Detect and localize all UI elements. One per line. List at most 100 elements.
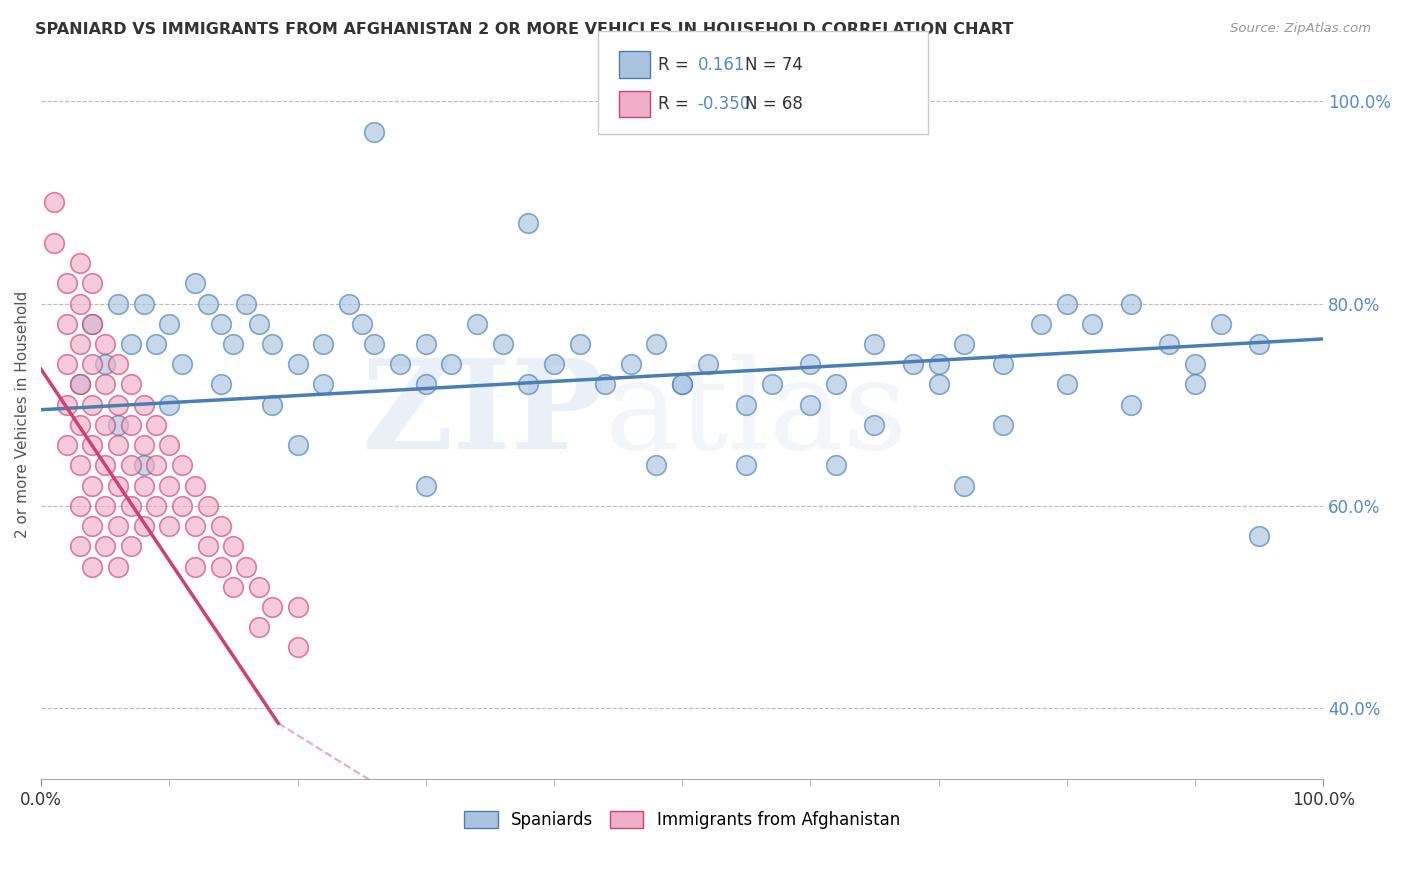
Point xyxy=(132,519,155,533)
Point xyxy=(69,417,91,432)
Point xyxy=(222,539,245,553)
Point xyxy=(799,398,821,412)
Point xyxy=(69,256,91,270)
Point xyxy=(735,458,758,473)
Point xyxy=(107,559,129,574)
Point xyxy=(863,337,886,351)
Text: N = 74: N = 74 xyxy=(745,55,803,73)
Point xyxy=(145,458,167,473)
Point xyxy=(287,357,309,371)
Point xyxy=(209,317,232,331)
Point xyxy=(543,357,565,371)
Point xyxy=(157,478,180,492)
Point xyxy=(82,277,104,291)
Point xyxy=(222,337,245,351)
Point xyxy=(172,357,194,371)
Point xyxy=(172,458,194,473)
Point xyxy=(145,337,167,351)
Point xyxy=(928,357,950,371)
Point xyxy=(132,398,155,412)
Point xyxy=(696,357,718,371)
Point xyxy=(157,317,180,331)
Point xyxy=(107,519,129,533)
Point xyxy=(94,337,117,351)
Point xyxy=(761,377,783,392)
Point xyxy=(593,377,616,392)
Point xyxy=(197,539,219,553)
Point xyxy=(287,599,309,614)
Point xyxy=(82,478,104,492)
Point xyxy=(82,317,104,331)
Point xyxy=(799,357,821,371)
Point xyxy=(197,499,219,513)
Point xyxy=(671,377,693,392)
Point xyxy=(1029,317,1052,331)
Point xyxy=(82,317,104,331)
Point xyxy=(1119,398,1142,412)
Point xyxy=(42,235,65,250)
Point xyxy=(222,580,245,594)
Point xyxy=(107,398,129,412)
Point xyxy=(901,357,924,371)
Point xyxy=(991,357,1014,371)
Point xyxy=(209,559,232,574)
Point xyxy=(1209,317,1232,331)
Text: N = 68: N = 68 xyxy=(745,95,803,113)
Point xyxy=(69,539,91,553)
Point xyxy=(145,417,167,432)
Point xyxy=(337,296,360,310)
Point xyxy=(172,499,194,513)
Point xyxy=(465,317,488,331)
Point xyxy=(94,458,117,473)
Point xyxy=(247,317,270,331)
Text: ZIP: ZIP xyxy=(361,354,605,475)
Point xyxy=(209,519,232,533)
Point xyxy=(1184,377,1206,392)
Point xyxy=(94,357,117,371)
Point xyxy=(389,357,412,371)
Point xyxy=(247,580,270,594)
Point xyxy=(94,539,117,553)
Point xyxy=(107,438,129,452)
Point xyxy=(120,539,142,553)
Point xyxy=(671,377,693,392)
Point xyxy=(132,296,155,310)
Point xyxy=(1056,296,1078,310)
Point xyxy=(620,357,643,371)
Point xyxy=(1247,337,1270,351)
Text: 0.161: 0.161 xyxy=(697,55,745,73)
Point xyxy=(69,377,91,392)
Text: Source: ZipAtlas.com: Source: ZipAtlas.com xyxy=(1230,22,1371,36)
Point xyxy=(350,317,373,331)
Point xyxy=(260,337,283,351)
Point xyxy=(120,377,142,392)
Point xyxy=(120,458,142,473)
Point xyxy=(1159,337,1181,351)
Point xyxy=(107,357,129,371)
Point xyxy=(517,377,540,392)
Point xyxy=(157,519,180,533)
Point xyxy=(107,478,129,492)
Text: R =: R = xyxy=(658,95,695,113)
Point xyxy=(107,296,129,310)
Point xyxy=(1247,529,1270,543)
Point xyxy=(82,559,104,574)
Point xyxy=(928,377,950,392)
Point xyxy=(415,478,437,492)
Point xyxy=(645,458,668,473)
Legend: Spaniards, Immigrants from Afghanistan: Spaniards, Immigrants from Afghanistan xyxy=(458,805,907,836)
Point xyxy=(1056,377,1078,392)
Y-axis label: 2 or more Vehicles in Household: 2 or more Vehicles in Household xyxy=(15,291,30,539)
Point xyxy=(260,398,283,412)
Point xyxy=(440,357,463,371)
Point xyxy=(568,337,591,351)
Point xyxy=(184,277,207,291)
Point xyxy=(82,438,104,452)
Point xyxy=(184,559,207,574)
Point xyxy=(825,458,848,473)
Point xyxy=(42,195,65,210)
Point xyxy=(197,296,219,310)
Point xyxy=(94,499,117,513)
Point xyxy=(825,377,848,392)
Point xyxy=(1184,357,1206,371)
